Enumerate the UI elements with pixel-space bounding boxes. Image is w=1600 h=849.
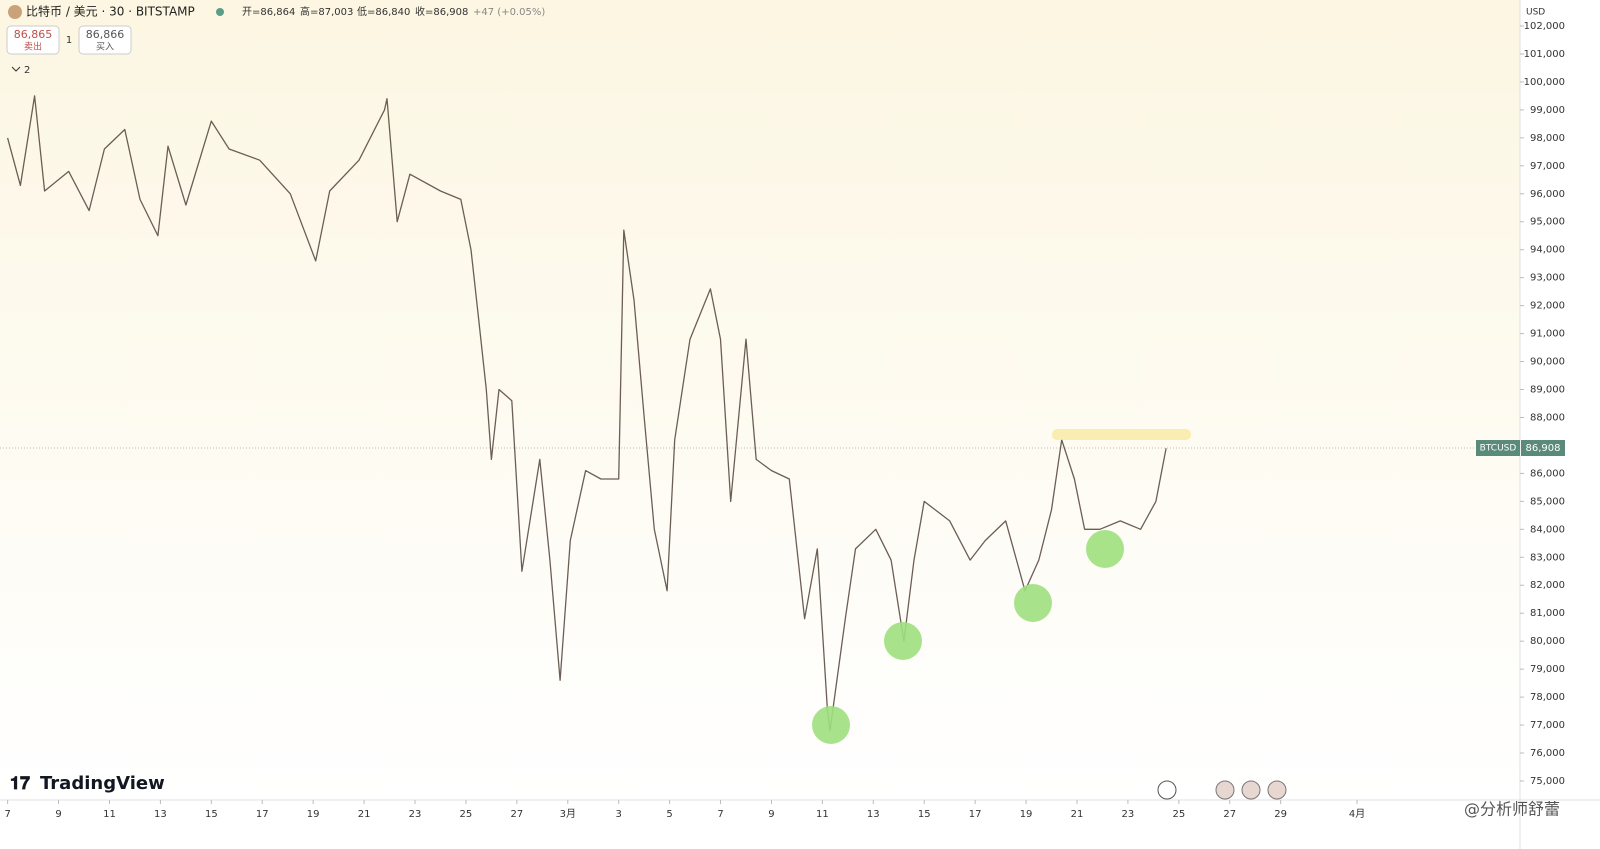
x-tick-label: 7 bbox=[717, 809, 723, 820]
price-badge-symbol: BTCUSD bbox=[1480, 444, 1517, 454]
x-tick-label: 15 bbox=[205, 809, 218, 820]
x-tick-label: 17 bbox=[256, 809, 269, 820]
price-badge-value: 86,908 bbox=[1526, 443, 1561, 454]
y-tick-label: 99,000 bbox=[1530, 105, 1565, 116]
x-tick-label: 17 bbox=[969, 809, 982, 820]
y-tick-label: 83,000 bbox=[1530, 552, 1565, 563]
y-tick-label: 85,000 bbox=[1530, 496, 1565, 507]
y-tick-label: 77,000 bbox=[1530, 720, 1565, 731]
symbol-icon bbox=[8, 5, 22, 19]
y-tick-label: 101,000 bbox=[1524, 49, 1565, 60]
x-tick-label: 23 bbox=[1122, 809, 1135, 820]
x-tick-label: 21 bbox=[1071, 809, 1084, 820]
sell-button[interactable] bbox=[6, 25, 60, 55]
x-tick-label: 15 bbox=[918, 809, 931, 820]
y-tick-label: 89,000 bbox=[1530, 385, 1565, 396]
x-tick-label: 4月 bbox=[1349, 808, 1365, 820]
y-tick-label: 92,000 bbox=[1530, 301, 1565, 312]
ohlc-change: +47 (+0.05%) bbox=[473, 7, 545, 18]
x-tick-label: 19 bbox=[307, 809, 320, 820]
x-tick-label: 27 bbox=[510, 809, 523, 820]
price-badge bbox=[1521, 440, 1565, 457]
y-tick-label: 76,000 bbox=[1530, 748, 1565, 759]
y-tick-label: 102,000 bbox=[1524, 21, 1565, 32]
x-tick-label: 9 bbox=[768, 809, 774, 820]
y-tick-label: 78,000 bbox=[1530, 692, 1565, 703]
x-tick-label: 11 bbox=[816, 809, 829, 820]
x-tick-label: 3 bbox=[616, 809, 622, 820]
x-tick-label: 9 bbox=[55, 809, 61, 820]
y-tick-label: 81,000 bbox=[1530, 608, 1565, 619]
indicator-count[interactable]: 2 bbox=[24, 65, 30, 76]
y-tick-label: 90,000 bbox=[1530, 357, 1565, 368]
ohlc-low: 低=86,840 bbox=[357, 5, 410, 18]
x-tick-label: 7 bbox=[4, 809, 10, 820]
buy-button[interactable] bbox=[78, 25, 132, 55]
x-tick-label: 29 bbox=[1274, 809, 1287, 820]
x-tick-label: 13 bbox=[154, 809, 167, 820]
collapse-icon[interactable] bbox=[11, 66, 21, 72]
x-tick-label: 25 bbox=[460, 809, 473, 820]
status-dot bbox=[216, 8, 224, 16]
y-tick-label: 95,000 bbox=[1530, 217, 1565, 228]
logo: TradingView bbox=[40, 773, 165, 794]
x-tick-label: 27 bbox=[1223, 809, 1236, 820]
x-tick-label: 23 bbox=[409, 809, 422, 820]
x-tick-label: 13 bbox=[867, 809, 880, 820]
sell-price[interactable]: 86,865 bbox=[14, 28, 53, 41]
sell-label[interactable]: 卖出 bbox=[24, 41, 42, 53]
y-tick-label: 100,000 bbox=[1524, 77, 1565, 88]
y-tick-label: 91,000 bbox=[1530, 329, 1565, 340]
y-tick-label: 84,000 bbox=[1530, 524, 1565, 535]
event-icon[interactable] bbox=[1241, 780, 1261, 800]
x-tick-label: 25 bbox=[1172, 809, 1185, 820]
x-tick-label: 11 bbox=[103, 809, 116, 820]
y-tick-label: 75,000 bbox=[1530, 776, 1565, 787]
symbol[interactable]: 比特币 / 美元 · 30 · BITSTAMP bbox=[26, 4, 195, 19]
support-marker bbox=[884, 622, 922, 660]
x-tick-label: 3月 bbox=[560, 808, 576, 820]
x-tick-label: 5 bbox=[666, 809, 672, 820]
ohlc-close: 收=86,908 bbox=[415, 5, 468, 18]
y-tick-label: 88,000 bbox=[1530, 412, 1565, 423]
ohlc-high: 高=87,003 bbox=[300, 5, 353, 18]
buy-label[interactable]: 买入 bbox=[96, 42, 114, 53]
event-icon[interactable] bbox=[1157, 780, 1177, 800]
support-marker bbox=[1086, 530, 1124, 568]
y-tick-label: 98,000 bbox=[1530, 133, 1565, 144]
y-tick-label: 79,000 bbox=[1530, 664, 1565, 675]
quantity[interactable]: 1 bbox=[66, 35, 72, 46]
y-tick-label: 82,000 bbox=[1530, 580, 1565, 591]
currency[interactable]: USD bbox=[1526, 8, 1545, 18]
resistance-highlight bbox=[1052, 429, 1191, 440]
event-icon[interactable] bbox=[1267, 780, 1287, 800]
support-marker bbox=[812, 706, 850, 744]
plot-background bbox=[0, 0, 1520, 800]
buy-price[interactable]: 86,866 bbox=[86, 28, 125, 41]
x-tick-label: 19 bbox=[1020, 809, 1033, 820]
logo-mark: 𝟏𝟕 bbox=[10, 773, 30, 794]
price-badge bbox=[1476, 440, 1520, 457]
event-icon[interactable] bbox=[1215, 780, 1235, 800]
y-tick-label: 94,000 bbox=[1530, 245, 1565, 256]
watermark: @分析师舒蕾 bbox=[1464, 800, 1560, 819]
y-tick-label: 97,000 bbox=[1530, 161, 1565, 172]
support-marker bbox=[1014, 584, 1052, 622]
y-tick-label: 93,000 bbox=[1530, 273, 1565, 284]
y-tick-label: 80,000 bbox=[1530, 636, 1565, 647]
ohlc-open: 开=86,864 bbox=[242, 7, 295, 18]
y-tick-label: 96,000 bbox=[1530, 189, 1565, 200]
x-tick-label: 21 bbox=[358, 809, 371, 820]
price-line bbox=[6, 95, 1167, 732]
y-tick-label: 86,000 bbox=[1530, 468, 1565, 479]
